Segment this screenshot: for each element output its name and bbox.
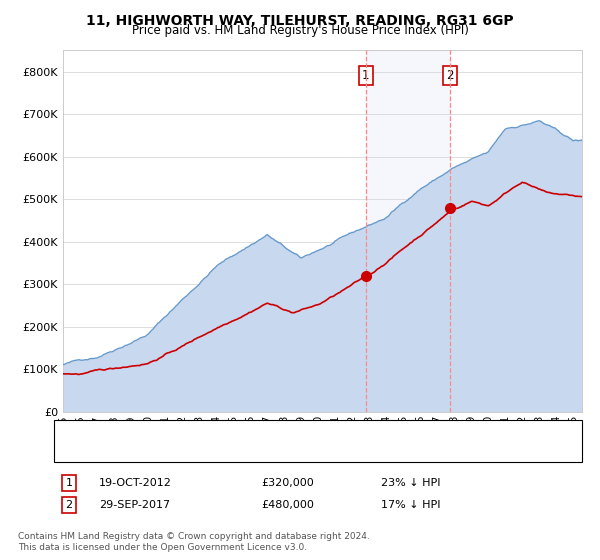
Text: 1: 1 — [362, 69, 370, 82]
Text: £320,000: £320,000 — [261, 478, 314, 488]
Text: £480,000: £480,000 — [261, 500, 314, 510]
Text: 17% ↓ HPI: 17% ↓ HPI — [381, 500, 440, 510]
Text: 11, HIGHWORTH WAY, TILEHURST, READING, RG31 6GP (detached house): 11, HIGHWORTH WAY, TILEHURST, READING, R… — [111, 427, 494, 437]
Text: 2: 2 — [65, 500, 73, 510]
Bar — [366, 50, 450, 412]
Text: 19-OCT-2012: 19-OCT-2012 — [99, 478, 172, 488]
Text: 2: 2 — [446, 69, 454, 82]
Text: 11, HIGHWORTH WAY, TILEHURST, READING, RG31 6GP: 11, HIGHWORTH WAY, TILEHURST, READING, R… — [86, 14, 514, 28]
Text: 29-SEP-2017: 29-SEP-2017 — [99, 500, 170, 510]
Text: HPI: Average price, detached house, West Berkshire: HPI: Average price, detached house, West… — [111, 445, 382, 455]
Text: Price paid vs. HM Land Registry's House Price Index (HPI): Price paid vs. HM Land Registry's House … — [131, 24, 469, 37]
Text: 1: 1 — [65, 478, 73, 488]
Text: Contains HM Land Registry data © Crown copyright and database right 2024.
This d: Contains HM Land Registry data © Crown c… — [18, 532, 370, 552]
Text: 23% ↓ HPI: 23% ↓ HPI — [381, 478, 440, 488]
